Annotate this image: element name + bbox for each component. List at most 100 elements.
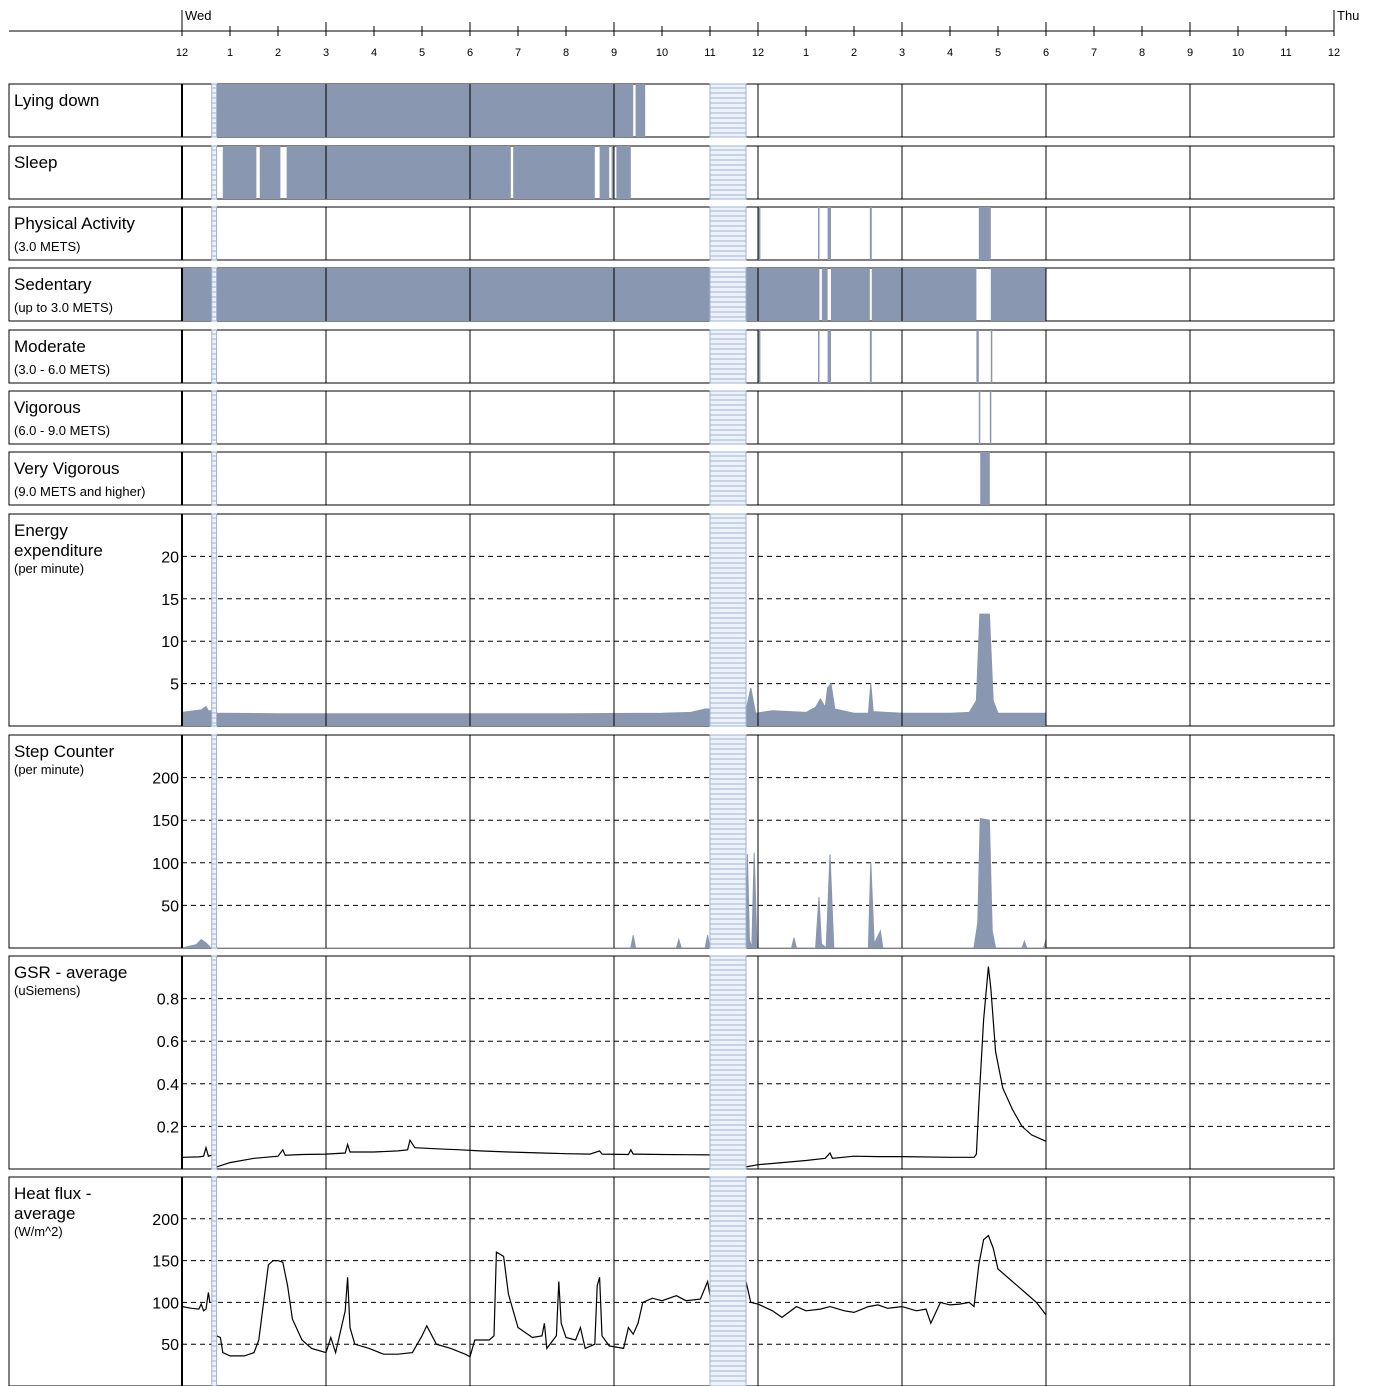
hour-tick-label: 9 bbox=[611, 47, 617, 59]
activity-segment bbox=[978, 207, 991, 260]
activity-segment bbox=[611, 146, 614, 199]
plot-area bbox=[980, 452, 990, 505]
panel-frame bbox=[8, 206, 1335, 261]
hour-tick-label: 7 bbox=[1091, 47, 1097, 59]
panel-subtitle: (9.0 METS and higher) bbox=[14, 484, 146, 499]
activity-segment bbox=[818, 207, 820, 260]
gap-band bbox=[709, 734, 747, 949]
y-tick-label: 200 bbox=[152, 1212, 179, 1229]
hour-tick-label: 12 bbox=[176, 47, 188, 59]
panel-title: average bbox=[14, 1204, 75, 1223]
gap-band bbox=[211, 145, 218, 200]
gap-band bbox=[709, 451, 747, 506]
plot-area bbox=[758, 330, 993, 383]
panel-title: Step Counter bbox=[14, 742, 115, 761]
plot-area bbox=[758, 207, 991, 260]
panel-vigorous: Vigorous (6.0 - 9.0 METS) bbox=[8, 390, 1335, 445]
line-series bbox=[216, 1138, 711, 1168]
panel-frame bbox=[8, 955, 1335, 1170]
gap-band bbox=[211, 451, 218, 506]
activity-segment bbox=[989, 391, 992, 444]
activity-segment bbox=[259, 146, 281, 199]
y-tick-label: 150 bbox=[152, 1254, 179, 1271]
line-series bbox=[216, 1251, 711, 1358]
panel-frame bbox=[8, 513, 1335, 727]
hour-tick-label: 1 bbox=[803, 47, 809, 59]
activity-segment bbox=[980, 452, 990, 505]
hour-tick-label: 4 bbox=[371, 47, 377, 59]
hour-tick-label: 10 bbox=[1232, 47, 1244, 59]
activity-segment bbox=[827, 207, 831, 260]
y-tick-label: 50 bbox=[161, 1337, 179, 1354]
hour-tick-label: 2 bbox=[851, 47, 857, 59]
y-tick-label: 0.4 bbox=[157, 1077, 179, 1094]
hour-tick-label: 12 bbox=[752, 47, 764, 59]
plot-area bbox=[182, 966, 1047, 1168]
y-tick-label: 150 bbox=[152, 813, 179, 830]
y-tick-label: 0.8 bbox=[157, 992, 179, 1009]
gap-band bbox=[709, 206, 747, 261]
y-tick-label: 0.2 bbox=[157, 1119, 179, 1136]
panel-subtitle: (W/m^2) bbox=[14, 1224, 63, 1239]
panel-subtitle: (per minute) bbox=[14, 561, 84, 576]
activity-segment bbox=[818, 330, 820, 383]
panel-frame bbox=[8, 145, 1335, 200]
day-label-thu: Thu bbox=[1337, 8, 1359, 23]
panel-subtitle: (up to 3.0 METS) bbox=[14, 300, 113, 315]
y-tick-label: 0.6 bbox=[157, 1034, 179, 1051]
activity-segment bbox=[821, 268, 828, 321]
activity-segment bbox=[286, 146, 511, 199]
gap-band bbox=[211, 206, 218, 261]
hour-tick-label: 3 bbox=[323, 47, 329, 59]
plot-area bbox=[978, 391, 992, 444]
hour-tick-label: 8 bbox=[1139, 47, 1145, 59]
panel-subtitle: (3.0 - 6.0 METS) bbox=[14, 362, 110, 377]
activity-segment bbox=[222, 146, 257, 199]
panel-lying: Lying down bbox=[8, 83, 1335, 138]
activity-segment bbox=[869, 330, 872, 383]
activity-segment bbox=[978, 391, 981, 444]
panel-title: Moderate bbox=[14, 337, 86, 356]
line-series bbox=[182, 1292, 211, 1312]
panel-moderate: Moderate (3.0 - 6.0 METS) bbox=[8, 329, 1335, 384]
activity-segment bbox=[616, 146, 631, 199]
activity-segment bbox=[758, 330, 761, 383]
hour-tick-label: 3 bbox=[899, 47, 905, 59]
gap-band bbox=[211, 390, 218, 445]
hour-tick-label: 11 bbox=[704, 47, 715, 59]
hour-tick-label: 2 bbox=[275, 47, 281, 59]
area-series bbox=[182, 613, 1047, 726]
plot-area bbox=[216, 84, 646, 137]
gap-band bbox=[211, 83, 218, 138]
hour-tick-label: 4 bbox=[947, 47, 953, 59]
plot-area bbox=[222, 146, 631, 199]
panel-title: Very Vigorous bbox=[14, 459, 120, 478]
panel-frame bbox=[8, 83, 1335, 138]
hour-tick-label: 1 bbox=[227, 47, 233, 59]
plot-area bbox=[182, 613, 1047, 726]
hour-tick-label: 5 bbox=[419, 47, 425, 59]
hour-tick-label: 11 bbox=[1280, 47, 1291, 59]
panel-subtitle: (per minute) bbox=[14, 762, 84, 777]
panel-frame bbox=[8, 734, 1335, 949]
activity-segment bbox=[182, 268, 212, 321]
hour-tick-label: 6 bbox=[1043, 47, 1049, 59]
panel-sedentary: Sedentary (up to 3.0 METS) bbox=[8, 267, 1335, 322]
hour-tick-label: 5 bbox=[995, 47, 1001, 59]
y-tick-label: 20 bbox=[161, 549, 179, 566]
panel-title: Physical Activity bbox=[14, 214, 135, 233]
hour-tick-label: 10 bbox=[656, 47, 668, 59]
panel-frame bbox=[8, 329, 1335, 384]
gap-band bbox=[709, 955, 747, 1170]
gap-band bbox=[211, 267, 218, 322]
activity-segment bbox=[830, 268, 870, 321]
hour-tick-label: 7 bbox=[515, 47, 521, 59]
activity-segment bbox=[758, 207, 761, 260]
panel-title: Lying down bbox=[14, 91, 99, 110]
panel-frame bbox=[8, 451, 1335, 506]
plot-area bbox=[182, 817, 1047, 948]
panel-title: Sleep bbox=[14, 153, 57, 172]
y-tick-label: 5 bbox=[170, 677, 179, 694]
panel-frame bbox=[8, 390, 1335, 445]
panel-title: expenditure bbox=[14, 541, 103, 560]
